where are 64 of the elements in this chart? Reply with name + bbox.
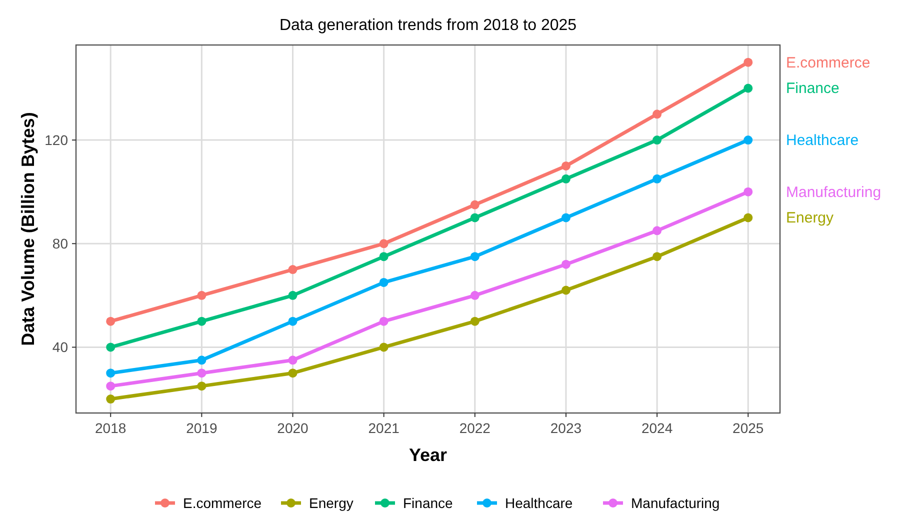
point: [744, 187, 753, 196]
point: [379, 239, 388, 248]
point: [561, 174, 570, 184]
point: [288, 368, 298, 378]
x-tick-label: 2024: [641, 420, 673, 436]
x-tick-label: 2018: [95, 420, 126, 436]
point: [744, 213, 753, 222]
x-tick-label: 2020: [277, 420, 309, 436]
y-tick-label: 40: [52, 339, 68, 356]
legend-label: Healthcare: [505, 495, 573, 511]
point: [470, 290, 480, 300]
legend-label: E.commerce: [183, 495, 262, 511]
point: [288, 290, 298, 300]
point: [106, 316, 116, 326]
point: [197, 316, 206, 326]
chart-subtitle: Data generation trends from 2018 to 2025: [279, 17, 577, 34]
point: [470, 213, 480, 222]
legend-label: Energy: [309, 495, 354, 511]
y-axis-title: Data Volume (Billion Bytes): [18, 112, 38, 346]
point: [288, 316, 298, 326]
point: [470, 252, 480, 262]
point: [106, 382, 116, 391]
point: [106, 394, 116, 404]
point: [106, 342, 116, 352]
point: [379, 316, 388, 326]
text: Healthcare: [786, 132, 859, 150]
x-tick-label: 2022: [459, 420, 491, 436]
point: [197, 356, 206, 365]
point: [652, 252, 662, 262]
point: [652, 136, 662, 145]
point: [379, 278, 388, 287]
x-tick-label: 2023: [550, 420, 582, 436]
text: Energy: [786, 210, 834, 227]
point: [561, 161, 570, 170]
point: [470, 316, 480, 326]
text: Manufacturing: [786, 184, 882, 201]
point: [652, 174, 662, 184]
text: Finance: [786, 80, 840, 98]
point: [379, 252, 388, 262]
point: [561, 260, 570, 269]
x-tick-label: 2019: [186, 420, 218, 436]
point: [652, 110, 662, 119]
point: [288, 356, 298, 365]
point: [379, 342, 388, 352]
point: [652, 226, 662, 236]
y-tick-label: 80: [52, 236, 68, 252]
point: [197, 382, 206, 391]
point: [470, 200, 480, 210]
text: E.commerce: [786, 54, 870, 72]
point: [744, 84, 753, 93]
x-tick-label: 2025: [732, 420, 764, 436]
point: [744, 136, 753, 145]
point: [561, 213, 570, 222]
point: [197, 368, 206, 378]
legend-label: Finance: [403, 495, 454, 511]
legend-label: Manufacturing: [631, 495, 720, 511]
point: [744, 58, 753, 67]
point: [106, 368, 116, 378]
y-tick-label: 120: [44, 132, 68, 148]
point: [288, 265, 298, 274]
x-axis-title: Year: [408, 445, 448, 465]
point: [197, 290, 206, 300]
x-tick-label: 2021: [368, 420, 400, 436]
point: [561, 286, 570, 295]
